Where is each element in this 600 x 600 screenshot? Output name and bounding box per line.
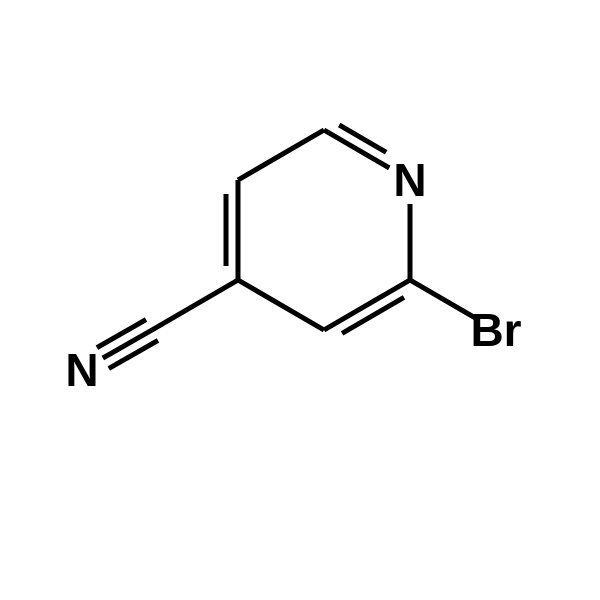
bond bbox=[238, 280, 324, 330]
bond bbox=[152, 280, 238, 330]
atom-label-n: N bbox=[393, 154, 426, 206]
bond bbox=[97, 320, 146, 348]
bond bbox=[238, 130, 324, 180]
bond bbox=[339, 125, 386, 152]
atom-label-n: N bbox=[65, 344, 98, 396]
atom-label-br: Br bbox=[470, 304, 521, 356]
molecule-diagram: N N Br bbox=[0, 0, 600, 600]
bond bbox=[103, 330, 152, 358]
bond bbox=[410, 280, 475, 318]
bond bbox=[109, 340, 158, 368]
bond bbox=[324, 280, 410, 330]
